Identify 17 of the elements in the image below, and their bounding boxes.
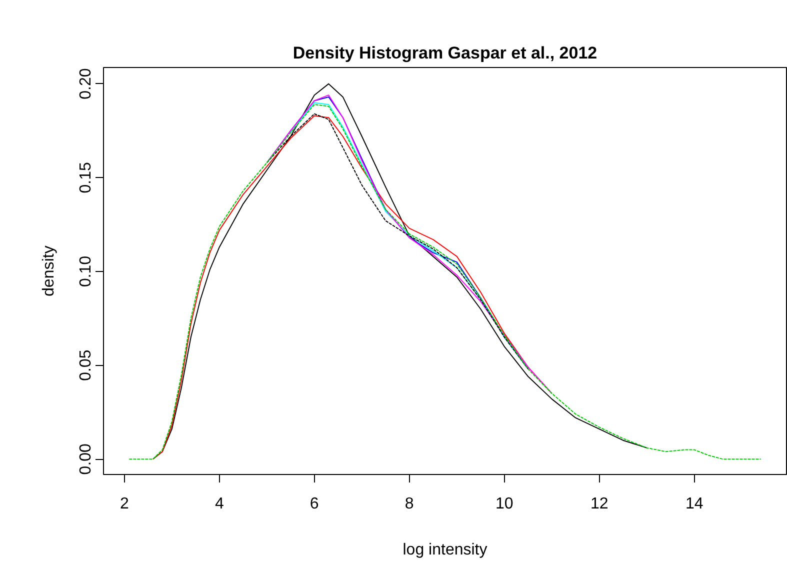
chart-title: Density Histogram Gaspar et al., 2012 — [292, 44, 598, 62]
y-tick-label: 0.15 — [78, 162, 94, 194]
x-tick-label: 10 — [495, 496, 514, 512]
x-tick-label: 4 — [214, 496, 224, 512]
x-tick-label: 12 — [590, 496, 608, 512]
y-tick-label: 0.00 — [78, 443, 94, 475]
y-tick-label: 0.10 — [78, 256, 94, 288]
x-tick-label: 14 — [685, 496, 704, 512]
x-tick-label: 2 — [120, 496, 129, 512]
line-series — [128, 104, 762, 460]
x-tick-label: 6 — [310, 496, 319, 512]
x-tick-label: 8 — [404, 496, 414, 512]
line-series — [266, 94, 552, 394]
y-tick-label: 0.05 — [78, 350, 94, 381]
y-axis-title: density — [40, 246, 58, 296]
x-axis-title: log intensity — [402, 542, 488, 558]
y-tick-label: 0.20 — [78, 68, 94, 100]
